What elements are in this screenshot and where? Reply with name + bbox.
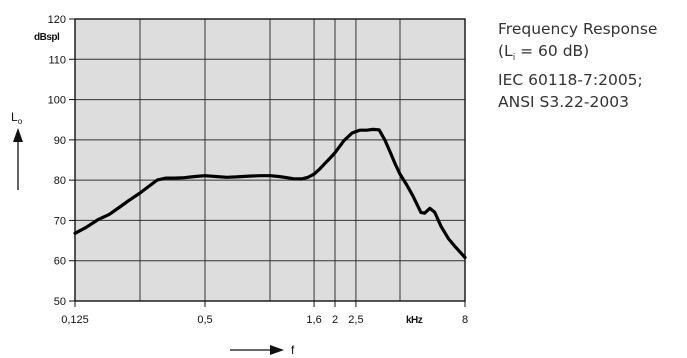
x-tick-label: 2 <box>332 314 338 326</box>
y-tick-label: 110 <box>48 54 66 66</box>
y-axis-symbol: L <box>11 110 18 124</box>
y-tick-label: 90 <box>54 135 66 147</box>
y-arrow-head <box>13 128 23 142</box>
y-tick-label: 50 <box>54 296 66 308</box>
x-tick-label: 8 <box>462 314 468 326</box>
description-standard-iec: IEC 60118-7:2005; <box>498 71 643 90</box>
x-unit-label: kHz <box>406 315 423 326</box>
y-axis-subscript: o <box>18 117 23 126</box>
grid-lines <box>75 19 465 301</box>
x-tick-labels: 0,125 0,5 1,6 2 2,5 8 <box>61 301 468 326</box>
axes <box>74 18 466 302</box>
y-tick-label: 120 <box>48 14 66 26</box>
plot-frame <box>74 18 466 302</box>
x-tick-label: 2,5 <box>348 314 363 326</box>
x-axis-arrow <box>230 345 284 355</box>
input-level-subscript: i <box>512 53 516 64</box>
y-axis-arrow <box>13 128 23 190</box>
x-tick-label: 0,5 <box>197 314 212 326</box>
description-standard-ansi: ANSI S3.22-2003 <box>498 93 629 112</box>
x-axis-title: f <box>291 343 295 357</box>
chart-description: Frequency Response (Li = 60 dB) IEC 6011… <box>498 18 684 113</box>
input-level-value: = 60 dB) <box>515 42 590 60</box>
x-tick-label: 1,6 <box>306 314 321 326</box>
y-tick-label: 70 <box>54 215 66 227</box>
y-tick-labels: 50 60 70 80 90 100 110 120 <box>48 14 75 308</box>
x-tick-label: 0,125 <box>61 314 89 326</box>
description-input-level: (Li = 60 dB) <box>498 40 684 69</box>
y-tick-label: 100 <box>48 95 66 107</box>
y-tick-label: 80 <box>54 175 66 187</box>
description-title: Frequency Response <box>498 20 658 38</box>
y-tick-label: 60 <box>54 256 66 268</box>
y-unit-label: dBspl <box>34 32 60 43</box>
frequency-response-curve <box>73 127 467 260</box>
x-arrow-head <box>270 345 284 355</box>
y-axis-title: Lo <box>11 110 23 126</box>
input-level-prefix: (L <box>498 42 513 60</box>
